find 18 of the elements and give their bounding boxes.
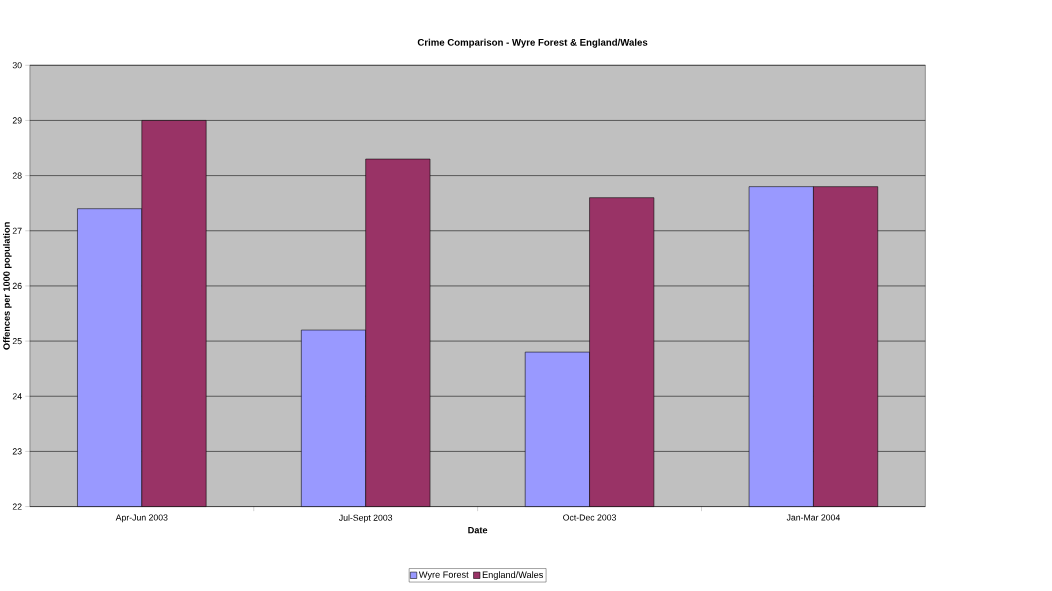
y-tick-label: 28 bbox=[12, 172, 22, 179]
y-tick-label: 29 bbox=[12, 117, 22, 124]
y-tick-label: 24 bbox=[12, 393, 22, 400]
x-tick-label: Apr-Jun 2003 bbox=[115, 514, 168, 523]
y-tick-label: 30 bbox=[12, 62, 22, 69]
y-tick-label: 27 bbox=[12, 227, 22, 234]
legend-label: Wyre Forest bbox=[418, 571, 469, 580]
y-tick-label: 23 bbox=[12, 448, 22, 455]
x-tick-label: Jul-Sept 2003 bbox=[338, 514, 393, 523]
y-tick-label: 25 bbox=[12, 337, 22, 345]
y-tick-label: 26 bbox=[12, 282, 22, 289]
y-axis-title: Offences per 1000 population bbox=[3, 222, 12, 350]
x-axis-title: Date bbox=[468, 526, 488, 534]
x-tick-label: Oct-Dec 2003 bbox=[563, 514, 616, 521]
y-tick-label: 22 bbox=[12, 503, 22, 510]
chart-title: Crime Comparison - Wyre Forest & England/Wales bbox=[417, 38, 648, 48]
x-tick-label: Jan-Mar 2004 bbox=[786, 514, 840, 521]
legend-label: England/Wales bbox=[482, 571, 544, 580]
